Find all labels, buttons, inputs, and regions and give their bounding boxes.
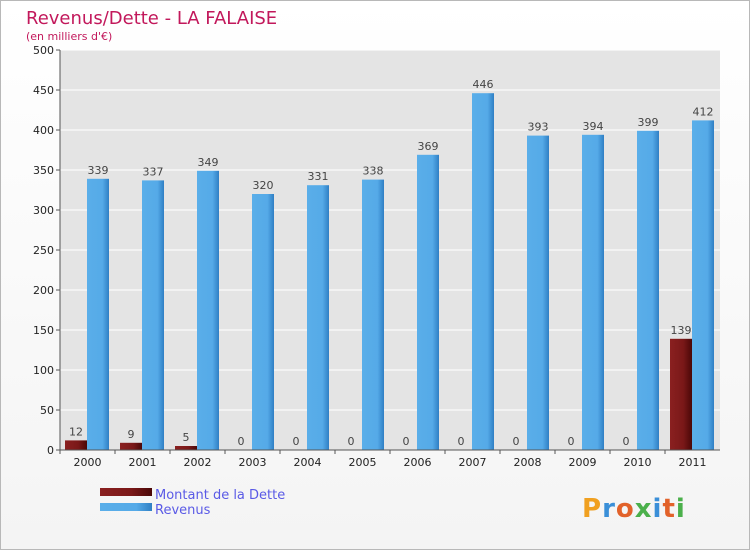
y-axis-ticks: 0 50 100 150 200 250 300 350 400 450 500: [33, 44, 60, 457]
bar-revenus-2005: [362, 179, 384, 450]
data-label-dette-2006: 0: [403, 435, 410, 448]
data-label-revenus-2003: 320: [253, 179, 274, 192]
data-label-revenus-2009: 394: [583, 120, 604, 133]
y-tick-label: 400: [33, 124, 54, 137]
y-tick-label: 350: [33, 164, 54, 177]
data-label-dette-2004: 0: [293, 435, 300, 448]
bar-revenus-2007: [472, 93, 494, 450]
y-tick-label: 50: [40, 404, 54, 417]
x-tick-label-2002: 2002: [184, 456, 212, 469]
legend-swatch-dette: [100, 488, 152, 496]
data-label-revenus-2008: 393: [528, 121, 549, 134]
bar-dette-2002: [175, 446, 197, 450]
bar-revenus-2006: [417, 154, 439, 451]
legend-label-revenus: Revenus: [155, 503, 211, 518]
data-label-dette-2008: 0: [513, 435, 520, 448]
chart-subtitle: (en milliers d'€): [26, 30, 112, 43]
data-label-dette-2003: 0: [238, 435, 245, 448]
bar-revenus-2001: [142, 180, 164, 450]
y-tick-label: 250: [33, 244, 54, 257]
data-label-dette-2001: 9: [128, 428, 135, 441]
data-label-revenus-2007: 446: [473, 78, 494, 91]
data-label-dette-2002: 5: [183, 431, 190, 444]
y-tick-label: 500: [33, 44, 54, 57]
bar-dette-2000: [65, 440, 87, 450]
bar-revenus-2004: [307, 185, 329, 450]
x-tick-label-2001: 2001: [129, 456, 157, 469]
bar-dette-2011: [670, 338, 692, 450]
bar-dette-2001: [120, 442, 142, 450]
legend-label-dette: Montant de la Dette: [155, 488, 285, 503]
y-tick-label: 0: [47, 444, 54, 457]
data-label-revenus-2002: 349: [198, 156, 219, 169]
y-tick-label: 300: [33, 204, 54, 217]
data-label-dette-2000: 12: [69, 425, 83, 438]
legend-swatch-revenus: [100, 503, 152, 511]
x-tick-label-2004: 2004: [294, 456, 322, 469]
data-label-dette-2005: 0: [348, 435, 355, 448]
x-tick-label-2007: 2007: [459, 456, 487, 469]
data-label-revenus-2001: 337: [143, 165, 164, 178]
data-label-revenus-2005: 338: [363, 165, 384, 178]
x-tick-label-2008: 2008: [514, 456, 542, 469]
y-tick-label: 200: [33, 284, 54, 297]
x-tick-label-2006: 2006: [404, 456, 432, 469]
x-tick-label-2011: 2011: [679, 456, 707, 469]
bars: [65, 93, 714, 451]
x-tick-label-2003: 2003: [239, 456, 267, 469]
proxiti-logo: Proxiti: [582, 494, 686, 524]
x-tick-label-2009: 2009: [569, 456, 597, 469]
bar-revenus-2002: [197, 170, 219, 451]
data-label-revenus-2011: 412: [693, 105, 714, 118]
proxiti-logo-text: Proxiti: [582, 494, 686, 524]
chart-title: Revenus/Dette - LA FALAISE: [26, 8, 277, 29]
y-tick-label: 100: [33, 364, 54, 377]
data-label-revenus-2004: 331: [308, 170, 329, 183]
x-tick-label-2005: 2005: [349, 456, 377, 469]
data-label-dette-2007: 0: [458, 435, 465, 448]
bar-revenus-2000: [87, 178, 109, 451]
bar-revenus-2008: [527, 135, 549, 450]
data-labels: 12 339 9 337 5 349 0 320 0 331 0 338 0 369 0 446 0 393 0 39…: [69, 78, 714, 448]
y-tick-label: 150: [33, 324, 54, 337]
data-label-revenus-2006: 369: [418, 140, 439, 153]
y-tick-label: 450: [33, 84, 54, 97]
x-tick-label-2000: 2000: [74, 456, 102, 469]
legend: Montant de la Dette Revenus: [100, 488, 285, 518]
data-label-dette-2010: 0: [623, 435, 630, 448]
x-tick-label-2010: 2010: [624, 456, 652, 469]
data-label-dette-2009: 0: [568, 435, 575, 448]
data-label-dette-2011: 139: [671, 324, 692, 337]
bar-revenus-2009: [582, 134, 604, 451]
data-label-revenus-2000: 339: [88, 164, 109, 177]
bar-revenus-2010: [637, 130, 659, 451]
data-label-revenus-2010: 399: [638, 116, 659, 129]
bar-revenus-2003: [252, 194, 274, 450]
x-axis-ticks: 2000 2001 2002 2003 2004 2005 2006 2007 2008 2009…: [59, 450, 707, 469]
gridlines: [60, 49, 720, 411]
bar-revenus-2011: [692, 120, 714, 451]
